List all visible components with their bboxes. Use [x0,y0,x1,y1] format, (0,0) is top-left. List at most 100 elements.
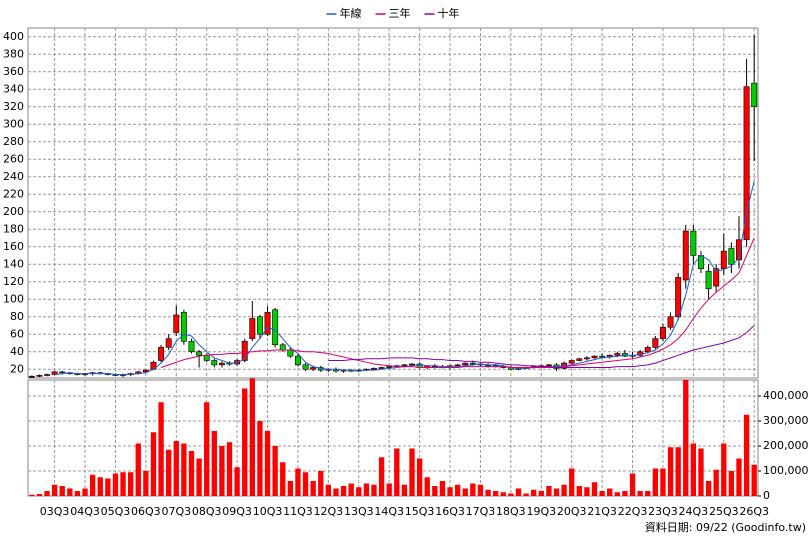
candle-body [713,268,720,287]
volume-bar [120,472,126,496]
candle-body [59,371,66,374]
volume-bar [29,494,35,496]
volume-bar [454,484,461,496]
volume-bar [569,468,575,496]
volume-bar [378,457,385,496]
candle-body [203,354,210,361]
candle-body [614,353,621,356]
volume-tick-label: 200,000 [763,439,808,452]
candle-body [409,363,415,366]
candle-body [599,355,606,358]
volume-bar [698,448,704,496]
candle-body [279,344,286,351]
volume-bar [591,482,598,496]
volume-bar [150,432,157,496]
candle-body [386,366,393,368]
volume-bar [310,481,316,496]
volume-bar [675,447,681,496]
volume-bar [637,491,643,496]
volume-bar [204,402,210,496]
volume-bar [705,481,712,496]
volume-bar [743,414,750,496]
volume-bar [660,468,666,496]
x-tick-label: 09Q3 [222,505,252,518]
volume-bar [234,467,240,496]
candle-body [371,368,377,370]
candle-body [249,318,256,339]
x-tick-label: 11Q3 [283,505,313,518]
volume-bar [280,462,286,496]
x-tick-label: 22Q3 [618,505,648,518]
volume-bar [59,486,65,496]
y-tick-label: 100 [3,292,24,305]
volume-bar [607,488,613,496]
candle-body [469,362,476,365]
candle-body [196,351,203,356]
x-tick-label: 21Q3 [587,505,617,518]
candle-body [264,312,271,335]
candle-body [720,250,727,269]
volume-bar [211,431,217,496]
x-tick-label: 06Q3 [131,505,161,518]
volume-bar [546,486,552,496]
volume-bar [683,379,689,496]
candle-body [667,316,674,328]
volume-bar [97,477,103,496]
volume-panel [27,379,759,497]
volume-bar [538,491,544,496]
volume-bar [751,464,757,496]
candle-body [36,375,43,377]
volume-bar [196,458,202,496]
volume-bar [287,481,294,496]
candle-body [378,367,385,369]
candle-body [302,364,309,370]
volume-bar [492,491,499,496]
volume-bar [462,488,468,496]
candle-body [234,360,241,365]
x-tick-label: 05Q3 [101,505,131,518]
candle-body [158,347,165,361]
y-tick-label: 160 [3,240,24,253]
volume-bar [325,484,332,496]
volume-bar [348,483,354,496]
volume-bar [409,448,415,496]
volume-bar [424,477,430,496]
candle-body [591,355,598,359]
candle-body [142,369,149,373]
y-tick-label: 80 [10,310,24,323]
y-tick-label: 60 [10,327,24,340]
volume-bar [736,458,742,496]
candle-body [211,360,218,366]
volume-bar [333,488,339,496]
y-tick-label: 360 [3,65,24,78]
legend: 年線 三年 十年 [326,6,460,20]
legend-label: 年線 [340,6,362,20]
volume-bar [188,451,195,496]
volume-tick-label: 300,000 [763,414,808,427]
volume-bar [645,491,651,496]
y-tick-label: 380 [3,47,24,60]
volume-bar [713,469,719,496]
volume-bar [44,491,50,496]
volume-bar [561,484,567,496]
candle-body [28,375,35,378]
x-tick-label: 20Q3 [557,505,587,518]
ma-line [328,325,755,368]
ma-line [160,237,755,368]
volume-bar [553,488,560,496]
candle-body [310,367,317,370]
candle-body [180,312,187,342]
y-tick-label: 400 [3,30,24,43]
y-tick-label: 220 [3,187,24,200]
volume-bar [295,468,301,496]
volume-bar [416,458,423,496]
volume-bar [89,474,96,496]
volume-tick-label: 0 [763,489,770,502]
x-tick-label: 26Q3 [739,505,769,518]
volume-bar [470,483,476,496]
candle-body [751,82,758,108]
candle-body [545,364,552,367]
volume-bar [143,471,149,496]
volume-bar [629,473,636,496]
candle-body [294,355,301,366]
